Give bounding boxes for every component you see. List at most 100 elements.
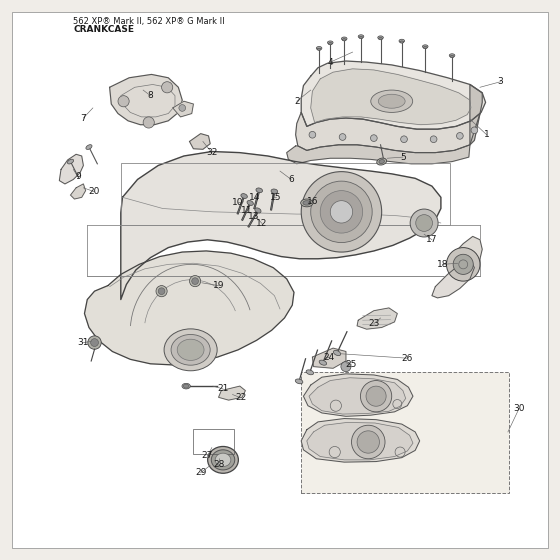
Text: 8: 8: [147, 91, 153, 100]
Text: 27: 27: [202, 451, 213, 460]
Text: 31: 31: [78, 338, 89, 347]
Ellipse shape: [342, 37, 347, 40]
Text: 30: 30: [514, 404, 525, 413]
Ellipse shape: [171, 334, 210, 365]
Ellipse shape: [358, 35, 364, 38]
Circle shape: [366, 386, 386, 406]
Polygon shape: [218, 386, 245, 400]
Ellipse shape: [371, 90, 413, 113]
Polygon shape: [357, 308, 397, 329]
Text: 9: 9: [75, 172, 81, 181]
Text: 4: 4: [328, 58, 333, 67]
Circle shape: [371, 135, 377, 142]
Text: 14: 14: [249, 193, 260, 202]
Circle shape: [179, 105, 185, 111]
Circle shape: [456, 133, 463, 139]
Bar: [301, 372, 509, 493]
Circle shape: [341, 362, 351, 372]
Text: CRANKCASE: CRANKCASE: [73, 25, 134, 34]
Circle shape: [453, 254, 473, 274]
Ellipse shape: [177, 339, 204, 361]
Text: 13: 13: [248, 212, 259, 221]
Polygon shape: [287, 145, 470, 164]
Polygon shape: [121, 152, 441, 300]
Ellipse shape: [164, 329, 217, 371]
Circle shape: [143, 117, 155, 128]
Text: 21: 21: [217, 384, 228, 394]
Polygon shape: [301, 61, 486, 129]
Text: 17: 17: [426, 235, 438, 244]
Ellipse shape: [450, 55, 454, 58]
Text: 2: 2: [294, 97, 300, 106]
Ellipse shape: [399, 39, 404, 43]
Ellipse shape: [400, 41, 404, 43]
Ellipse shape: [422, 45, 428, 48]
Polygon shape: [59, 155, 83, 184]
Circle shape: [410, 209, 438, 237]
Circle shape: [430, 136, 437, 143]
Text: 25: 25: [346, 361, 357, 370]
Ellipse shape: [316, 46, 322, 50]
Ellipse shape: [319, 360, 326, 365]
Polygon shape: [307, 422, 413, 460]
Ellipse shape: [255, 208, 261, 213]
Polygon shape: [311, 69, 471, 125]
Ellipse shape: [241, 194, 248, 198]
Text: 19: 19: [213, 281, 225, 290]
Text: 1: 1: [484, 130, 489, 139]
Ellipse shape: [211, 450, 235, 470]
Polygon shape: [304, 374, 413, 416]
Ellipse shape: [328, 43, 332, 45]
Ellipse shape: [379, 38, 382, 40]
Circle shape: [301, 171, 382, 252]
Ellipse shape: [247, 200, 253, 206]
Polygon shape: [85, 251, 294, 365]
Ellipse shape: [208, 446, 239, 473]
Polygon shape: [309, 378, 405, 414]
Ellipse shape: [317, 48, 321, 50]
Text: 16: 16: [307, 197, 318, 206]
Circle shape: [471, 127, 478, 134]
Text: 15: 15: [270, 193, 282, 202]
Ellipse shape: [328, 41, 333, 44]
Ellipse shape: [423, 46, 427, 49]
Circle shape: [311, 181, 372, 242]
Ellipse shape: [342, 39, 346, 41]
Circle shape: [309, 132, 316, 138]
Circle shape: [357, 431, 380, 453]
Circle shape: [330, 200, 353, 223]
Ellipse shape: [449, 54, 455, 57]
Text: 29: 29: [195, 468, 207, 477]
Circle shape: [361, 381, 392, 412]
Ellipse shape: [183, 384, 189, 388]
Text: 7: 7: [81, 114, 86, 123]
Circle shape: [352, 425, 385, 459]
Text: 562 XP® Mark II, 562 XP® G Mark II: 562 XP® Mark II, 562 XP® G Mark II: [73, 17, 225, 26]
Text: 10: 10: [232, 198, 244, 207]
Circle shape: [91, 339, 99, 347]
Text: 32: 32: [206, 148, 217, 157]
Text: 6: 6: [288, 175, 294, 184]
Text: 11: 11: [241, 206, 252, 215]
Polygon shape: [432, 259, 474, 298]
Ellipse shape: [359, 36, 363, 39]
Ellipse shape: [303, 200, 311, 205]
Text: 20: 20: [89, 187, 100, 196]
Ellipse shape: [295, 379, 303, 384]
Bar: [193, 429, 234, 454]
Circle shape: [192, 278, 198, 284]
Polygon shape: [110, 74, 182, 125]
Polygon shape: [452, 236, 482, 274]
Text: 28: 28: [213, 460, 224, 469]
Ellipse shape: [182, 384, 190, 389]
Ellipse shape: [301, 199, 313, 207]
Ellipse shape: [256, 188, 263, 193]
Ellipse shape: [379, 160, 384, 164]
Polygon shape: [71, 184, 86, 199]
Circle shape: [416, 214, 432, 231]
Circle shape: [88, 336, 101, 349]
Text: 24: 24: [324, 353, 335, 362]
Circle shape: [400, 136, 407, 143]
Ellipse shape: [306, 370, 314, 375]
Circle shape: [189, 276, 200, 287]
